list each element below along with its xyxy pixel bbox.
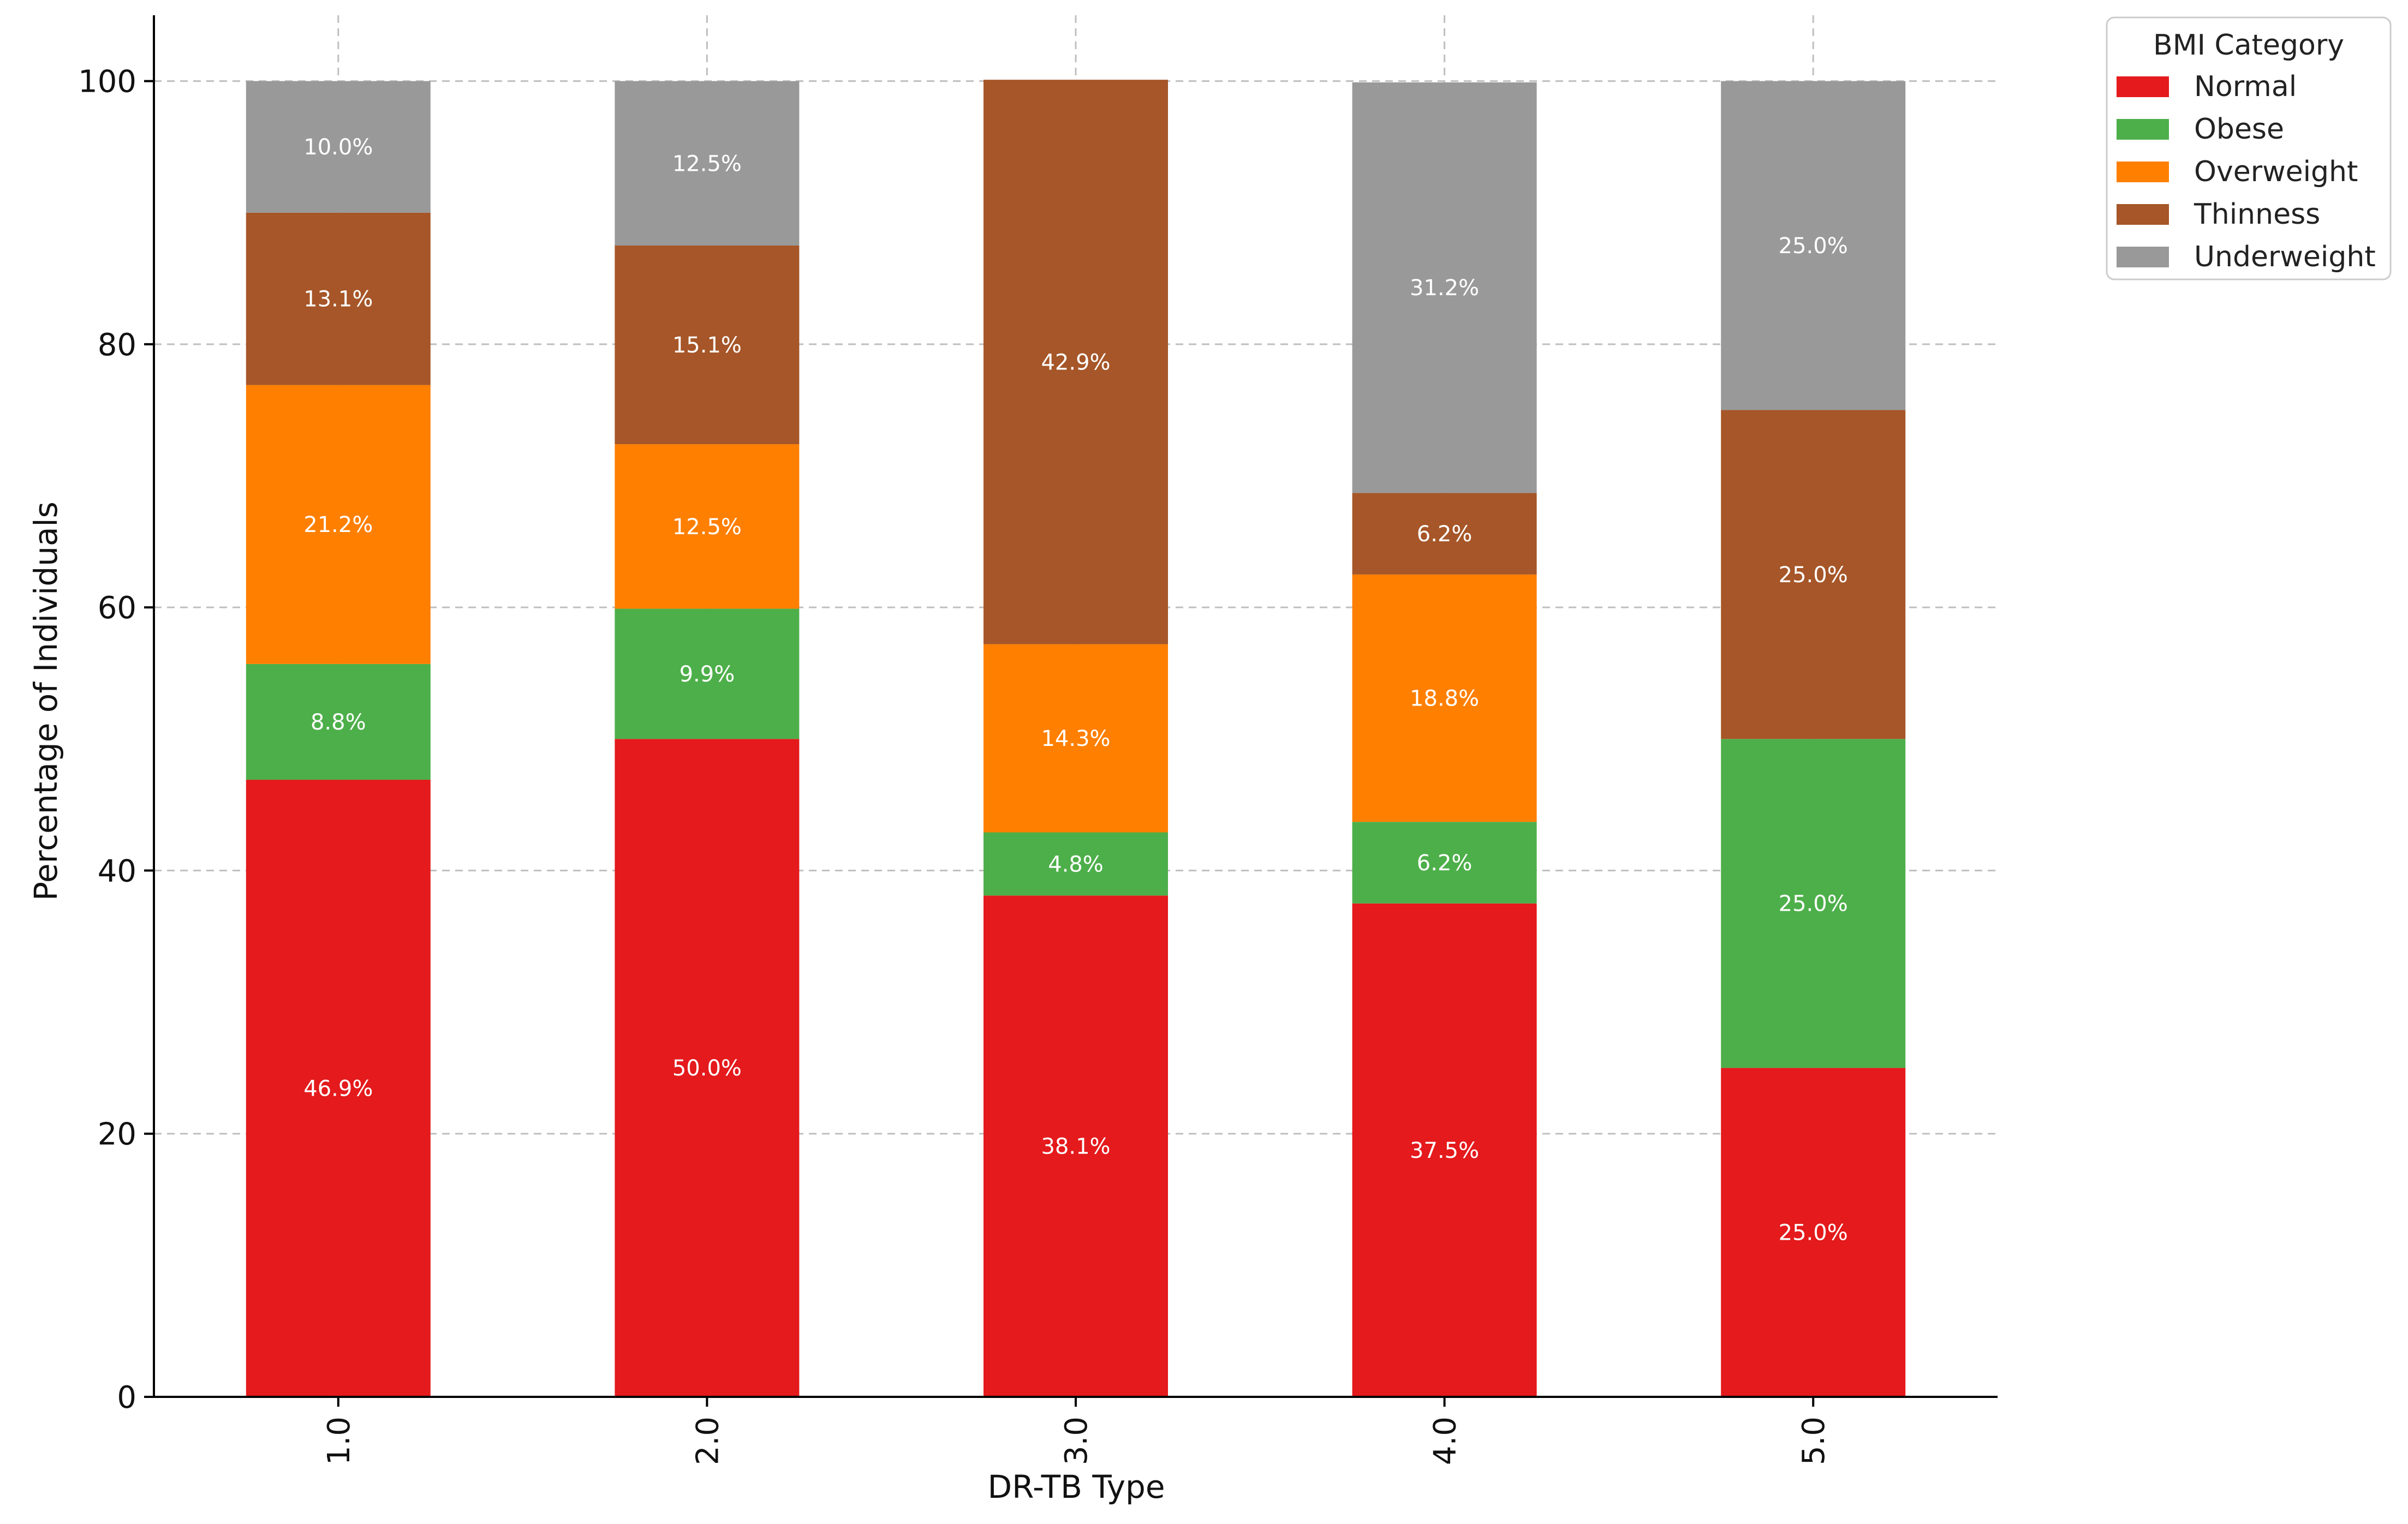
data-label: 6.2% [1417,851,1473,876]
legend: BMI Category Normal Obese Overweight Thinne… [2106,16,2392,280]
bar-segment-thinness [1721,410,1906,739]
bar-segment-normal [984,895,1168,1397]
legend-frame [2106,16,2392,280]
y-tick-label: 60 [98,590,136,626]
bar-segment-overweight [615,444,800,609]
bar-segment-underweight [246,81,431,213]
data-label: 46.9% [303,1077,373,1102]
bar-segment-thinness [246,212,431,385]
x-axis-title: DR-TB Type [987,1468,1165,1505]
bar-segment-obese [246,664,431,780]
data-label: 25.0% [1779,563,1848,588]
bar-segment-normal [1721,1068,1906,1397]
data-label: 38.1% [1041,1134,1110,1160]
data-label: 13.1% [303,287,373,312]
legend-label-overweight: Overweight [2194,156,2358,188]
y-tick-label: 100 [78,64,136,100]
data-label: 8.8% [311,710,366,735]
legend-title: BMI Category [2153,29,2344,62]
legend-label-underweight: Underweight [2194,241,2376,273]
bar-segment-thinness [984,80,1168,644]
x-tick-label: 2.0 [690,1417,725,1465]
data-label: 25.0% [1779,892,1848,917]
data-label: 25.0% [1779,1221,1848,1246]
bar-segment-overweight [1352,574,1537,822]
bar-segment-underweight [615,81,800,246]
bar-segment-obese [1352,822,1537,904]
bar-segment-thinness [1352,493,1537,575]
data-label: 21.2% [303,512,373,537]
legend-label-thinness: Thinness [2194,198,2320,231]
legend-swatch-normal [2117,76,2169,97]
legend-label-normal: Normal [2194,70,2297,103]
data-label: 4.8% [1048,852,1104,877]
data-label: 25.0% [1779,234,1848,259]
x-tick-label: 1.0 [321,1417,357,1465]
data-labels: 46.9% 8.8% 21.2% 13.1% 10.0% 50.0% 9.9% 12.5% 15… [303,135,1847,1245]
x-tick-label: 5.0 [1796,1417,1832,1465]
bar-segment-normal [1352,903,1537,1397]
data-label: 10.0% [303,135,373,160]
data-label: 50.0% [672,1056,742,1081]
bar-segment-normal [615,739,800,1397]
bar-segment-overweight [984,644,1168,833]
bar-segment-overweight [246,385,431,664]
legend-swatch-underweight [2117,247,2169,267]
legend-swatch-overweight [2117,162,2169,182]
legend-swatch-thinness [2117,204,2169,225]
bar-segment-underweight [1352,82,1537,493]
data-label: 37.5% [1410,1138,1479,1163]
y-tick-label: 80 [98,327,136,363]
y-axis-title: Percentage of Individuals [27,501,64,901]
x-tick-label: 3.0 [1059,1417,1094,1465]
data-label: 14.3% [1041,726,1110,751]
y-tick-label: 20 [98,1117,136,1152]
legend-items: Normal Obese Overweight Thinness Underweight [2117,70,2376,273]
data-label: 12.5% [672,151,742,176]
bar-segment-underweight [1721,81,1906,410]
axes: 0 20 40 60 80 100 1.0 2.0 3.0 4.0 5.0 [78,15,1998,1465]
bar-segment-obese [615,608,800,739]
data-label: 12.5% [672,515,742,540]
bar-segment-obese [1721,739,1906,1068]
data-label: 6.2% [1417,522,1473,547]
bars [246,80,1906,1397]
bar-segment-obese [984,832,1168,896]
x-tick-label: 4.0 [1428,1417,1463,1465]
data-label: 9.9% [680,662,735,687]
bar-segment-thinness [615,246,800,445]
data-label: 31.2% [1410,276,1479,301]
y-tick-label: 40 [98,853,136,889]
data-label: 42.9% [1041,350,1110,375]
data-label: 18.8% [1410,686,1479,712]
y-tick-label: 0 [117,1380,136,1415]
data-label: 15.1% [672,333,742,358]
bar-segment-normal [246,780,431,1397]
legend-label-obese: Obese [2194,113,2284,146]
legend-swatch-obese [2117,119,2169,140]
